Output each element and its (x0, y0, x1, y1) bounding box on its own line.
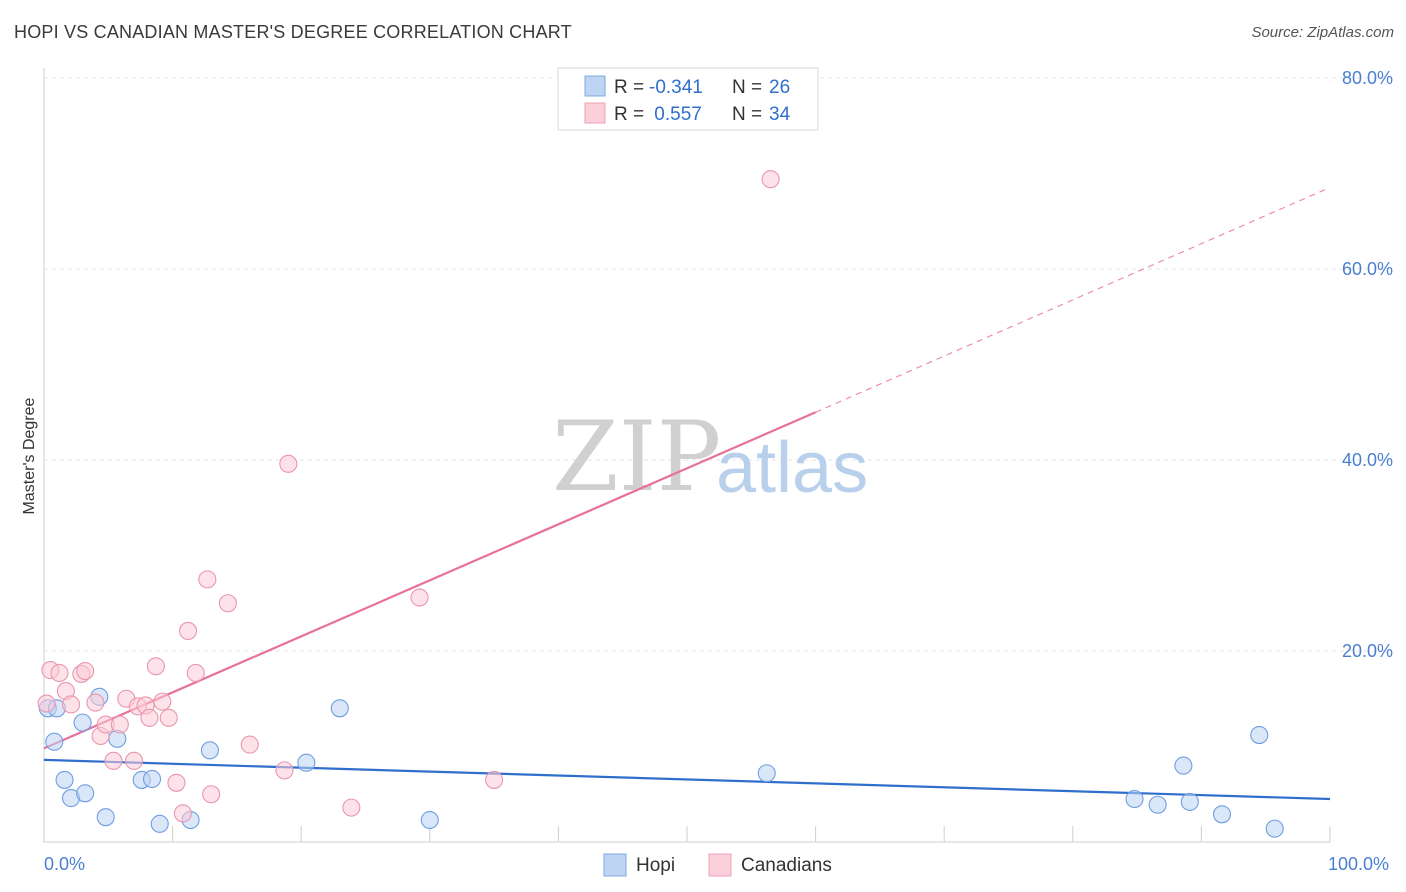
canadians-point[interactable] (342, 798, 361, 817)
canadians-point[interactable] (186, 663, 205, 683)
legend-r-label-hopi: R = (614, 77, 644, 98)
hopi-point[interactable] (330, 699, 349, 718)
chart-source: Source: ZipAtlas.com (1251, 24, 1394, 41)
canadians-point[interactable] (173, 804, 192, 823)
canadians-point[interactable] (167, 773, 186, 792)
canadians-point[interactable] (153, 692, 172, 711)
hopi-point[interactable] (757, 764, 776, 783)
hopi-point[interactable] (150, 814, 169, 833)
legend-box: R = -0.341 N = 26 R = 0.557 N = 34 (557, 67, 819, 131)
canadians-trend-line (43, 411, 817, 750)
canadians-point[interactable] (410, 588, 429, 607)
hopi-point[interactable] (420, 810, 439, 830)
canadians-point[interactable] (761, 170, 780, 189)
canadians-point[interactable] (178, 621, 198, 640)
hopi-point[interactable] (96, 808, 115, 827)
legend-r-label-canadians: R = (614, 104, 644, 125)
x-tick-label-max: 100.0% (1328, 854, 1389, 874)
legend-swatch-canadians (584, 102, 606, 124)
x-tick-label-min: 0.0% (44, 854, 85, 874)
canadians-point[interactable] (124, 751, 144, 770)
canadians-point[interactable] (485, 770, 504, 789)
canadians-point[interactable] (240, 735, 259, 754)
bottom-legend-swatch-hopi (603, 853, 627, 877)
canadians-point[interactable] (218, 594, 237, 613)
trend-lines (43, 189, 1331, 801)
legend-n-label-hopi: N = (732, 77, 762, 98)
x-ticks (172, 826, 1331, 842)
bottom-legend-swatch-canadians (708, 853, 732, 877)
hopi-point[interactable] (1174, 756, 1193, 775)
canadians-point[interactable] (279, 454, 298, 473)
hopi-point[interactable] (76, 784, 95, 803)
legend-r-value-canadians: 0.557 (649, 104, 702, 125)
hopi-point[interactable] (1265, 819, 1284, 838)
bottom-legend-label-hopi: Hopi (636, 855, 675, 876)
canadians-point[interactable] (159, 708, 178, 727)
y-tick-label: 40.0% (1342, 450, 1393, 470)
legend-n-value-hopi: 26 (769, 77, 790, 98)
legend-n-label-canadians: N = (732, 104, 762, 125)
canadians-point[interactable] (202, 785, 221, 804)
canadians-point[interactable] (50, 663, 69, 683)
hopi-point[interactable] (1148, 795, 1167, 814)
y-tick-labels: 20.0% 40.0% 60.0% 80.0% (1342, 68, 1393, 661)
watermark-zip: ZIP (552, 401, 721, 513)
hopi-trend-line (43, 758, 1331, 801)
canadians-points (37, 170, 780, 823)
canadians-point[interactable] (140, 708, 159, 727)
hopi-point[interactable] (45, 732, 64, 751)
legend-r-value-hopi: -0.341 (649, 77, 703, 98)
canadians-point[interactable] (76, 662, 95, 681)
hopi-point[interactable] (1212, 805, 1232, 824)
hopi-point[interactable] (200, 741, 219, 760)
canadians-point[interactable] (146, 657, 165, 676)
hopi-point[interactable] (1250, 725, 1269, 745)
watermark: ZIP atlas (552, 401, 868, 513)
canadians-point[interactable] (275, 761, 294, 780)
canadians-point[interactable] (198, 570, 217, 589)
y-tick-label: 60.0% (1342, 259, 1393, 279)
legend-swatch-hopi (584, 75, 606, 97)
chart-title: HOPI VS CANADIAN MASTER'S DEGREE CORRELA… (14, 22, 572, 42)
hopi-point[interactable] (1125, 789, 1144, 809)
canadians-point[interactable] (61, 695, 81, 714)
canadians-point[interactable] (110, 715, 129, 734)
canadians-point[interactable] (104, 751, 123, 770)
hopi-point[interactable] (297, 753, 316, 772)
canadians-point[interactable] (86, 693, 105, 712)
canadians-trend-extension (815, 189, 1326, 413)
y-axis-label: Master's Degree (21, 397, 38, 514)
hopi-point[interactable] (55, 770, 74, 789)
y-tick-label: 20.0% (1342, 641, 1393, 661)
bottom-legend: Hopi Canadians (603, 853, 832, 877)
bottom-legend-label-canadians: Canadians (741, 855, 832, 876)
gridlines (44, 77, 1392, 652)
hopi-points (38, 687, 1284, 838)
watermark-atlas: atlas (716, 428, 868, 508)
y-tick-label: 80.0% (1342, 68, 1393, 88)
hopi-point[interactable] (1180, 792, 1199, 811)
legend-n-value-canadians: 34 (769, 104, 791, 125)
canadians-point[interactable] (37, 694, 56, 713)
hopi-point[interactable] (73, 713, 92, 732)
hopi-point[interactable] (142, 769, 162, 789)
